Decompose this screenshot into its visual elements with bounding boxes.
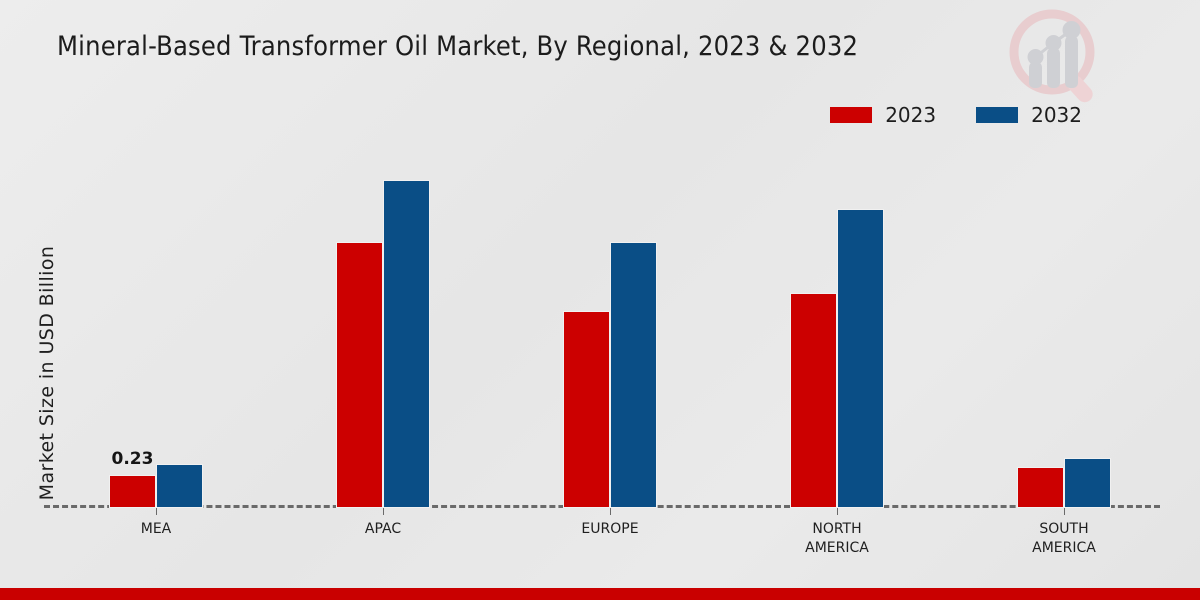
x-axis-label-europe: EUROPE <box>581 521 639 537</box>
x-axis-label-north-america: NORTH AMERICA <box>805 521 869 556</box>
bar-group <box>109 140 203 508</box>
x-axis-tick <box>610 508 611 515</box>
bar-group <box>563 140 657 508</box>
bar-2032-south-america[interactable] <box>1064 458 1111 508</box>
bar-chart-glyph <box>1027 21 1081 88</box>
legend-item-2023[interactable]: 2023 <box>830 103 936 127</box>
x-axis-label-apac: APAC <box>364 521 402 537</box>
bar-2032-mea[interactable] <box>156 464 203 508</box>
chart-legend: 2023 2032 <box>830 103 1082 127</box>
bar-2023-apac[interactable] <box>336 242 383 508</box>
bar-group <box>1017 140 1111 508</box>
bar-2023-europe[interactable] <box>563 311 610 508</box>
legend-label-2032: 2032 <box>1031 103 1082 127</box>
x-axis-tick <box>156 508 157 515</box>
bar-group <box>336 140 430 508</box>
watermark-logo <box>1000 2 1108 114</box>
bar-2023-mea[interactable] <box>109 475 156 508</box>
x-axis-tick <box>837 508 838 515</box>
x-axis-tick <box>383 508 384 515</box>
legend-label-2023: 2023 <box>885 103 937 127</box>
bar-value-label: 0.23 <box>111 449 154 469</box>
bar-2023-north-america[interactable] <box>790 293 837 508</box>
legend-swatch-2032 <box>976 107 1019 123</box>
bar-2032-apac[interactable] <box>383 180 430 508</box>
bar-2032-europe[interactable] <box>610 242 657 508</box>
chart-title: Mineral-Based Transformer Oil Market, By… <box>57 31 859 62</box>
plot-area: 0.23 <box>44 140 1160 508</box>
x-axis-label-south-america: SOUTH AMERICA <box>1032 521 1096 556</box>
legend-item-2032[interactable]: 2032 <box>976 103 1082 127</box>
bar-2023-south-america[interactable] <box>1017 467 1064 508</box>
magnifier-icon <box>1009 9 1095 103</box>
x-axis-tick <box>1064 508 1065 515</box>
bar-2032-north-america[interactable] <box>837 209 884 508</box>
bar-group <box>790 140 884 508</box>
legend-swatch-2023 <box>830 107 873 123</box>
footer-accent-bar <box>0 588 1200 600</box>
x-axis-label-mea: MEA <box>140 521 172 537</box>
